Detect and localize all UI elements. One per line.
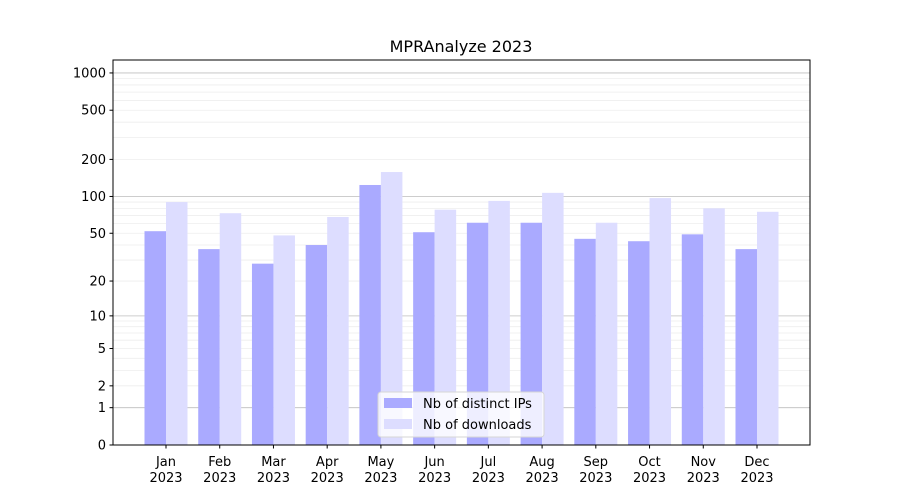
x-tick-label: 2023: [311, 471, 344, 486]
legend-label: Nb of distinct IPs: [423, 397, 532, 412]
x-tick-label: Jul: [480, 455, 497, 470]
bar-downloads: [219, 213, 242, 445]
bar-distinct-ips: [359, 184, 381, 445]
legend-box: [377, 391, 545, 438]
y-axis: 0 1 2 5 10 20 50 100 200 500 1000: [73, 66, 113, 454]
x-tick-label: 2023: [472, 471, 505, 486]
bar-distinct-ips: [251, 263, 274, 445]
bar-downloads: [166, 202, 188, 445]
bar-downloads: [757, 211, 779, 445]
x-tick-label: Feb: [208, 455, 231, 470]
legend-swatch: [384, 398, 412, 408]
y-tick-label: 2: [98, 379, 106, 394]
x-tick-label: May: [367, 455, 394, 470]
y-tick-label: 100: [81, 190, 106, 205]
x-tick-label: Dec: [744, 455, 769, 470]
bar-distinct-ips: [466, 222, 489, 445]
plot-frame: [112, 59, 811, 446]
x-tick-label: 2023: [526, 471, 559, 486]
x-tick-label: 2023: [257, 471, 290, 486]
bar-downloads: [488, 200, 510, 445]
y-tick-label: 1: [98, 401, 106, 416]
y-tick-label: 500: [81, 104, 106, 119]
x-tick-label: 2023: [364, 471, 397, 486]
x-tick-label: 2023: [203, 471, 236, 486]
bar-distinct-ips: [520, 222, 543, 445]
y-tick-label: 10: [89, 309, 106, 324]
x-tick-label: Sep: [584, 455, 609, 470]
bar-distinct-ips: [735, 249, 757, 445]
bar-downloads: [703, 208, 725, 445]
x-tick-label: 2023: [740, 471, 773, 486]
bar-distinct-ips: [198, 249, 220, 445]
x-tick-label: Aug: [529, 455, 554, 470]
chart-title: MPRAnalyze 2023: [390, 37, 533, 56]
bar-distinct-ips: [144, 231, 166, 445]
x-tick-label: Jun: [423, 455, 444, 470]
bar-downloads: [380, 172, 403, 445]
y-tick-label: 5: [98, 342, 106, 357]
x-tick-label: Nov: [691, 455, 717, 470]
y-tick-label: 200: [81, 153, 106, 168]
x-tick-label: Apr: [316, 455, 339, 470]
bar-distinct-ips: [681, 234, 704, 445]
bar-downloads: [434, 209, 457, 445]
bar-distinct-ips: [574, 238, 596, 445]
x-tick-label: Jan: [155, 455, 176, 470]
bars: [144, 172, 779, 445]
bar-distinct-ips: [305, 245, 328, 445]
legend-swatch: [384, 419, 412, 429]
x-tick-label: Mar: [261, 455, 286, 470]
bar-downloads: [542, 192, 564, 445]
legend: Nb of distinct IPs Nb of downloads: [377, 391, 545, 438]
bar-downloads: [327, 216, 349, 445]
y-tick-label: 50: [89, 227, 106, 242]
x-tick-label: Oct: [638, 455, 660, 470]
x-tick-label: 2023: [149, 471, 182, 486]
y-tick-label: 0: [98, 439, 106, 454]
bar-downloads: [595, 222, 618, 445]
y-tick-label: 20: [89, 275, 106, 290]
bar-downloads: [649, 198, 672, 445]
x-tick-label: 2023: [687, 471, 720, 486]
bar-downloads: [273, 235, 295, 445]
x-tick-label: 2023: [579, 471, 612, 486]
legend-label: Nb of downloads: [423, 418, 532, 433]
x-tick-label: 2023: [633, 471, 666, 486]
y-tick-label: 1000: [73, 66, 106, 81]
x-axis: Jan2023Feb2023Mar2023Apr2023May2023Jun20…: [149, 445, 774, 486]
x-tick-label: 2023: [418, 471, 451, 486]
bar-distinct-ips: [628, 241, 650, 445]
